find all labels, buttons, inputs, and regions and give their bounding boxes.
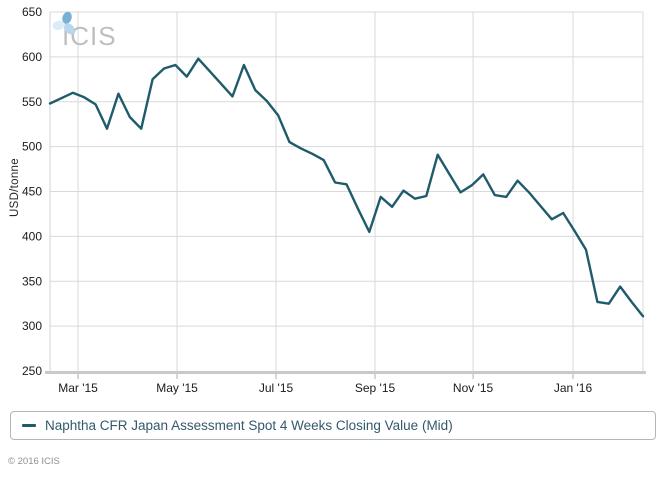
y-tick-label: 650 [22,5,42,19]
y-axis-title: USD/tonne [9,158,21,217]
x-tick-label: Sep '15 [355,381,396,395]
y-tick-label: 400 [22,229,42,243]
copyright-text: © 2016 ICIS [8,456,60,467]
y-tick-label: 250 [22,364,42,378]
y-tick-label: 450 [22,185,42,199]
price-series-line [48,57,645,318]
y-tick-label: 600 [22,50,42,64]
legend-series-label: Naphtha CFR Japan Assessment Spot 4 Week… [45,418,453,433]
y-tick-label: 350 [22,274,42,288]
y-tick-label: 500 [22,140,42,154]
naphtha-price-chart: 250 300 350 400 450 500 550 600 650 Mar '15 May '1… [22,5,646,395]
legend-box[interactable]: Naphtha CFR Japan Assessment Spot 4 Week… [10,411,656,440]
x-tick-label: Jul '15 [259,381,294,395]
y-tick-label: 300 [22,319,42,333]
x-tick-label: May '15 [156,381,198,395]
x-tick-label: Nov '15 [453,381,494,395]
legend-line-swatch [22,424,36,427]
x-tick-label: Mar '15 [58,381,98,395]
x-tick-label: Jan '16 [554,381,593,395]
y-tick-label: 550 [22,95,42,109]
